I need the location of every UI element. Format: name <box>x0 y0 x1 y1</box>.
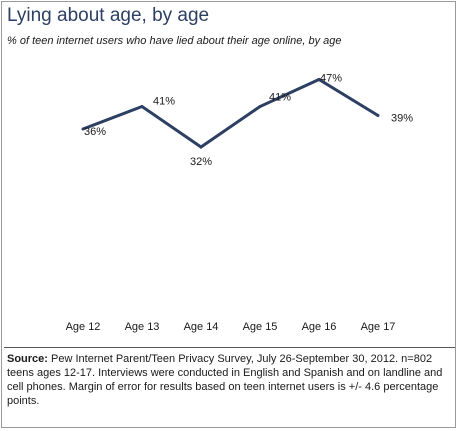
chart-subtitle: % of teen internet users who have lied a… <box>7 35 342 47</box>
data-label: 41% <box>153 96 175 108</box>
data-label: 36% <box>84 126 106 138</box>
data-point <box>81 127 85 131</box>
source-separator <box>4 347 455 348</box>
data-label: 32% <box>190 156 212 168</box>
data-label: 47% <box>320 73 342 85</box>
source-note: Source: Pew Internet Parent/Teen Privacy… <box>7 352 451 408</box>
series-line <box>82 77 379 149</box>
line-chart: 36% 41% 32% 41% 47% 39% Age 12 Age 13 Age 14 Age … <box>66 73 414 334</box>
x-tick-label: Age 16 <box>302 321 337 333</box>
x-tick-label: Age 13 <box>125 321 160 333</box>
data-point <box>376 114 380 117</box>
source-text: Pew Internet Parent/Teen Privacy Survey,… <box>7 353 443 407</box>
x-tick-label: Age 17 <box>361 321 396 333</box>
data-point <box>258 105 262 108</box>
data-label: 39% <box>391 113 413 125</box>
x-tick-label: Age 15 <box>243 321 278 333</box>
data-label: 41% <box>269 92 291 104</box>
data-point <box>317 78 321 81</box>
source-label: Source: <box>7 353 48 365</box>
data-point <box>199 145 203 149</box>
data-point <box>140 105 144 108</box>
x-tick-label: Age 14 <box>184 321 219 333</box>
x-tick-label: Age 12 <box>66 321 101 333</box>
chart-title: Lying about age, by age <box>7 5 210 26</box>
